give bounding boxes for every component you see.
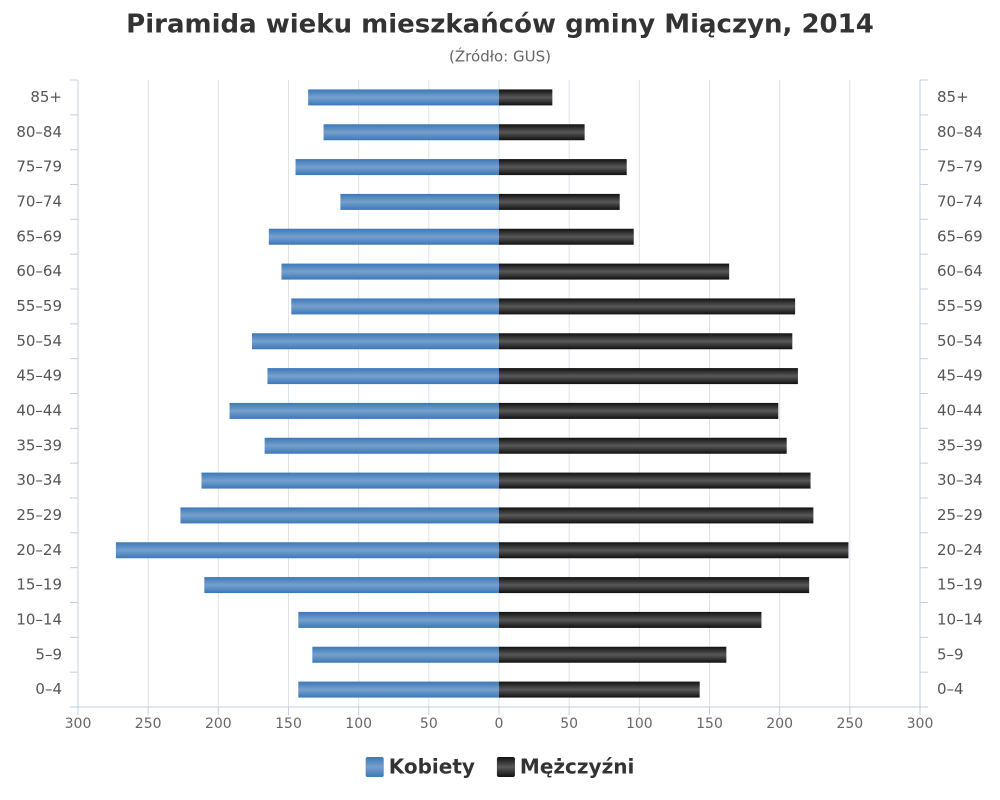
y-tick-label: 30–34 <box>937 471 983 489</box>
bar <box>298 681 499 698</box>
bar <box>499 646 727 663</box>
x-tick-label: 200 <box>766 716 793 732</box>
legend-label: Kobiety <box>389 755 475 779</box>
y-tick-label: 60–64 <box>16 262 62 280</box>
x-tick-label: 150 <box>696 716 723 732</box>
bar <box>499 124 585 141</box>
y-tick-label: 0–4 <box>35 680 62 698</box>
bar <box>180 507 499 524</box>
bar <box>291 298 499 315</box>
bar <box>499 577 810 594</box>
bar <box>252 333 499 350</box>
bar <box>340 193 499 210</box>
x-tick-label: 100 <box>345 716 372 732</box>
y-tick-label: 10–14 <box>16 610 62 628</box>
bar <box>267 368 499 385</box>
y-tick-label: 70–74 <box>16 192 62 210</box>
y-tick-label: 65–69 <box>16 227 62 245</box>
bar <box>499 472 811 489</box>
bar <box>499 437 787 454</box>
y-tick-label: 45–49 <box>16 367 62 385</box>
y-tick-label: 20–24 <box>937 541 983 559</box>
x-tick-label: 200 <box>205 716 232 732</box>
bar <box>499 507 814 524</box>
y-tick-label: 60–64 <box>937 262 983 280</box>
y-tick-label: 10–14 <box>937 610 983 628</box>
bar <box>229 402 499 419</box>
y-tick-label: 55–59 <box>16 297 62 315</box>
x-tick-label: 100 <box>626 716 653 732</box>
bar <box>298 611 499 628</box>
bar <box>115 542 499 559</box>
bar <box>323 124 499 141</box>
bar <box>499 402 779 419</box>
bar <box>264 437 499 454</box>
bar <box>499 159 627 176</box>
y-tick-label: 75–79 <box>16 158 62 176</box>
chart-subtitle: (Źródło: GUS) <box>449 47 551 66</box>
y-tick-label: 5–9 <box>937 645 964 663</box>
y-tick-label: 45–49 <box>937 367 983 385</box>
y-tick-label: 70–74 <box>937 192 983 210</box>
x-tick-label: 150 <box>275 716 302 732</box>
bar <box>499 89 553 106</box>
y-tick-label: 30–34 <box>16 471 62 489</box>
y-tick-label: 80–84 <box>16 123 62 141</box>
chart-title: Piramida wieku mieszkańców gminy Miączyn… <box>126 10 874 40</box>
y-tick-label: 85+ <box>937 88 969 106</box>
bar <box>499 368 798 385</box>
y-tick-label: 50–54 <box>16 332 62 350</box>
y-tick-label: 80–84 <box>937 123 983 141</box>
y-tick-label: 25–29 <box>937 506 983 524</box>
x-tick-label: 250 <box>135 716 162 732</box>
y-tick-label: 85+ <box>30 88 62 106</box>
bar <box>308 89 499 106</box>
y-tick-label: 20–24 <box>16 541 62 559</box>
x-tick-label: 300 <box>907 716 934 732</box>
y-tick-label: 0–4 <box>937 680 964 698</box>
x-tick-label: 50 <box>560 716 578 732</box>
y-tick-label: 55–59 <box>937 297 983 315</box>
bar <box>499 228 634 245</box>
y-tick-label: 5–9 <box>35 645 62 663</box>
bar <box>204 577 500 594</box>
bar <box>499 193 620 210</box>
y-tick-label: 50–54 <box>937 332 983 350</box>
legend-swatch-shine <box>496 757 515 777</box>
x-tick-label: 50 <box>420 716 438 732</box>
y-tick-label: 25–29 <box>16 506 62 524</box>
x-tick-label: 0 <box>495 716 504 732</box>
bar <box>499 611 762 628</box>
y-tick-label: 75–79 <box>937 158 983 176</box>
y-tick-label: 15–19 <box>937 576 983 594</box>
x-tick-label: 300 <box>65 716 92 732</box>
bar <box>499 333 793 350</box>
legend-item[interactable]: Kobiety <box>365 755 475 779</box>
y-tick-label: 15–19 <box>16 576 62 594</box>
bar <box>281 263 499 280</box>
y-tick-label: 35–39 <box>937 436 983 454</box>
bar <box>201 472 499 489</box>
legend-label: Mężczyźni <box>520 755 634 779</box>
legend-swatch-shine <box>365 757 384 777</box>
bar <box>499 263 730 280</box>
bar <box>312 646 499 663</box>
bar <box>499 681 700 698</box>
bar <box>499 298 796 315</box>
y-tick-label: 65–69 <box>937 227 983 245</box>
bar <box>499 542 849 559</box>
y-tick-label: 35–39 <box>16 436 62 454</box>
y-tick-label: 40–44 <box>16 401 62 419</box>
bar <box>295 159 499 176</box>
x-tick-label: 250 <box>836 716 863 732</box>
legend: Kobiety Mężczyźni <box>365 755 634 779</box>
legend-item[interactable]: Mężczyźni <box>496 755 634 779</box>
bar <box>268 228 499 245</box>
y-tick-label: 40–44 <box>937 401 983 419</box>
